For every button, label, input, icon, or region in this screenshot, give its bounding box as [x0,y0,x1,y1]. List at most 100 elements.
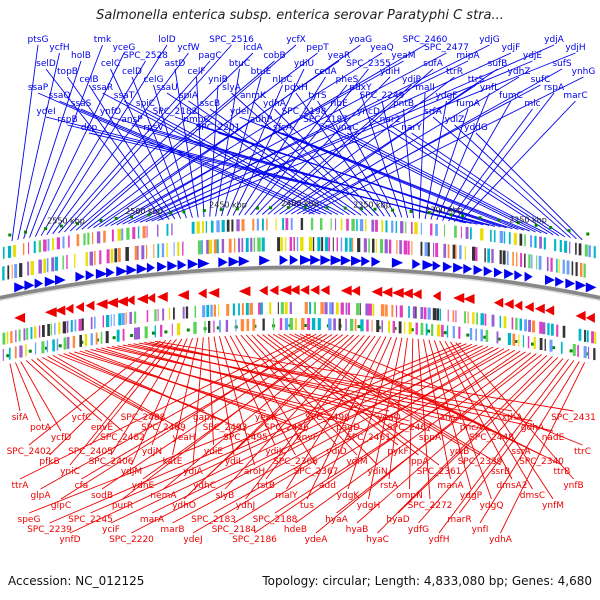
gene-label: SPC_2361 [417,467,462,477]
marker-square [569,349,573,353]
outer-cds-track-mark [340,237,343,252]
gene-label: SPC_2198 [282,107,327,117]
marker-square [325,206,329,210]
gene-label: celF [187,67,205,77]
gene-label: dcp [81,123,98,133]
gene-label: manA [437,481,464,491]
gene-label: btuE [251,67,272,77]
gene-label: SPC_2249 [360,91,405,101]
gene-label: astD [165,59,186,69]
inner-gc-track-mark [46,340,49,353]
forward-cds-track-arrow [218,257,228,268]
gene-label: pdxH [284,83,308,93]
inner-gc-track-mark [79,334,82,347]
gene-leader-line [218,336,255,466]
outer-gc-track-mark [519,233,523,246]
gene-label: sodB [91,491,113,501]
inner-cds-track-mark [380,304,385,317]
gene-leader-line [438,359,569,534]
forward-cds-track-arrow [504,268,514,279]
gene-label: ansA [439,413,462,423]
gene-label: ssaP [28,83,49,93]
forward-cds-track-arrow [585,282,597,293]
inner-cds-track-mark [539,321,543,334]
inner-gc-track-mark [512,333,516,346]
inner-gc-track-mark [67,336,70,349]
marker-square [449,213,453,217]
forward-cds-track-arrow [432,260,441,271]
gene-label: yeaM [391,51,415,61]
gene-label: nlpC [272,75,292,85]
gene-label: dmsC [520,491,545,501]
outer-gc-track-mark [68,235,70,248]
gene-label: ydeA [305,535,329,545]
marker-square [130,215,133,219]
inner-cds-track-mark [324,302,328,315]
gene-leader-line [377,356,553,534]
inner-gc-track-mark [25,344,27,357]
outer-gc-track-mark [391,220,394,233]
gene-leader-line [68,352,246,432]
inner-cds-track-mark [110,314,112,327]
outer-cds-track-mark [443,243,447,258]
forward-cds-track-arrow [524,271,533,282]
outer-cds-track-mark [208,239,213,254]
forward-cds-track-arrow [493,267,503,278]
outer-cds-track-mark [447,244,450,259]
reverse-cds-track-arrow [391,287,404,298]
reverse-cds-track-arrow [453,292,465,303]
reverse-cds-track-arrow [351,285,361,296]
inner-cds-track-mark [284,302,288,315]
gene-leader-line [87,52,318,229]
inner-cds-track-mark [94,316,96,329]
inner-gc-track-mark [446,325,449,338]
inner-cds-track-mark [519,318,522,331]
gene-label: katE [163,457,183,467]
outer-gc-track-mark [454,225,457,238]
feature-tracks [2,206,597,361]
gene-label: SPC_2183 [191,515,236,525]
outer-gc-track-mark [142,226,146,239]
gene-leader-line [267,68,434,215]
inner-gc-track-mark [134,327,138,340]
inner-gc-track-mark [63,337,67,350]
outer-gc-track-mark [52,238,54,251]
inner-cds-track-mark [532,320,536,333]
outer-cds-track-mark [221,239,225,253]
gene-label: hdeB [284,525,307,535]
outer-cds-track-mark [118,247,121,262]
outer-cds-track-mark [206,239,209,254]
inner-cds-track-mark [157,309,159,321]
gene-leader-line [192,348,505,534]
outer-cds-track-mark [250,237,253,252]
outer-cds-track-mark [321,237,324,252]
gene-label: SPC_2184 [212,525,257,535]
outer-gc-track-mark [420,222,422,235]
outer-gc-track-mark [513,232,517,245]
outer-gc-track-mark [480,228,484,241]
outer-gc-track-mark [524,234,526,247]
gene-label: cobB [263,51,285,61]
gene-label: SPC_2495 [223,433,268,443]
forward-cds-track-arrow [85,270,95,281]
marker-square [130,334,134,337]
inner-cds-track-mark [340,302,344,315]
inner-cds-track-mark [304,302,308,314]
gene-leader-line [116,44,426,226]
outer-gc-track-mark [435,223,438,236]
gene-leader-line [45,68,164,221]
inner-gc-track-mark [235,319,237,332]
gene-label: celD [122,67,142,77]
outer-cds-track-mark [375,238,377,253]
forward-cds-track-arrow [187,259,199,270]
gene-label: ydgH [357,501,381,511]
inner-gc-track-mark [533,337,536,349]
marker-square [483,335,487,339]
reverse-cds-track-arrow [208,287,220,298]
outer-cds-track-mark [300,237,304,251]
gene-leader-line [327,336,392,480]
outer-cds-track-mark [30,261,34,275]
gene-label: marB [160,525,184,535]
gene-label: ydeJ [183,535,202,545]
inner-cds-track-mark [6,331,9,344]
